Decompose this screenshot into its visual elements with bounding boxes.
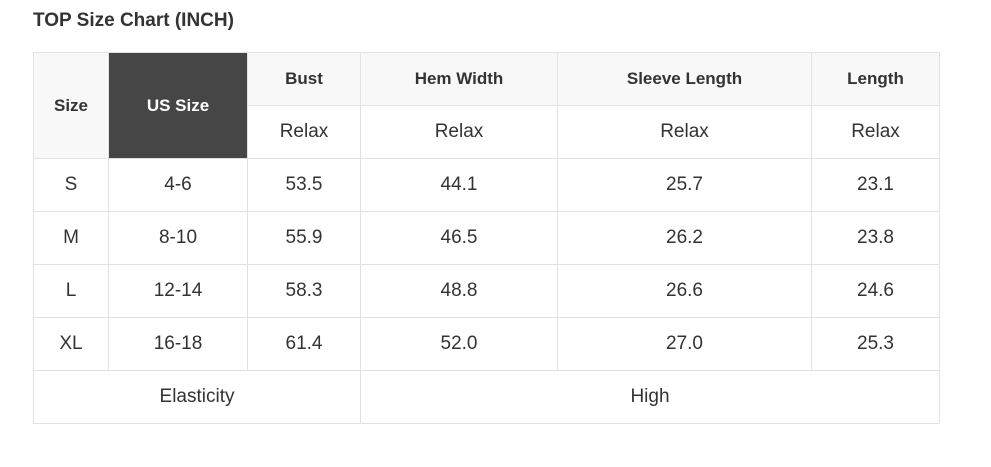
header-us-size: US Size (108, 52, 248, 159)
table-cell: 55.9 (247, 211, 361, 265)
table-cell: 16-18 (108, 317, 248, 371)
subheader-cell: Relax (557, 105, 812, 159)
subheader-cell: Relax (811, 105, 940, 159)
table-cell: 52.0 (360, 317, 558, 371)
table-cell: 61.4 (247, 317, 361, 371)
header-size: Size (33, 52, 109, 159)
table-row: M 8-10 55.9 46.5 26.2 23.8 (33, 211, 940, 265)
header-sleeve-length: Sleeve Length (557, 52, 812, 106)
header-hem-width: Hem Width (360, 52, 558, 106)
table-row: XL 16-18 61.4 52.0 27.0 25.3 (33, 317, 940, 371)
table-cell: 46.5 (360, 211, 558, 265)
header-row: Size US Size Bust Hem Width Sleeve Lengt… (33, 52, 940, 159)
table-cell: 23.1 (811, 158, 940, 212)
table-cell: 48.8 (360, 264, 558, 318)
elasticity-value: High (360, 370, 940, 424)
table-cell: S (33, 158, 109, 212)
table-cell: M (33, 211, 109, 265)
subheader-cell: Relax (247, 105, 361, 159)
table-cell: 27.0 (557, 317, 812, 371)
table-cell: 25.3 (811, 317, 940, 371)
size-chart-table: Size US Size Bust Hem Width Sleeve Lengt… (33, 52, 940, 424)
header-bust: Bust (247, 52, 361, 106)
table-cell: 23.8 (811, 211, 940, 265)
table-cell: 24.6 (811, 264, 940, 318)
table-cell: 8-10 (108, 211, 248, 265)
table-cell: 44.1 (360, 158, 558, 212)
table-cell: 12-14 (108, 264, 248, 318)
table-row: L 12-14 58.3 48.8 26.6 24.6 (33, 264, 940, 318)
elasticity-label: Elasticity (33, 370, 361, 424)
subheader-cell: Relax (360, 105, 558, 159)
table-cell: XL (33, 317, 109, 371)
table-cell: 26.2 (557, 211, 812, 265)
table-row: S 4-6 53.5 44.1 25.7 23.1 (33, 158, 940, 212)
table-cell: 58.3 (247, 264, 361, 318)
table-cell: 53.5 (247, 158, 361, 212)
header-length: Length (811, 52, 940, 106)
table-cell: L (33, 264, 109, 318)
table-cell: 25.7 (557, 158, 812, 212)
table-cell: 4-6 (108, 158, 248, 212)
page-title: TOP Size Chart (INCH) (33, 10, 234, 31)
footer-row: Elasticity High (33, 370, 940, 424)
subheader-row: Relax Relax Relax Relax (34, 105, 940, 159)
table-cell: 26.6 (557, 264, 812, 318)
